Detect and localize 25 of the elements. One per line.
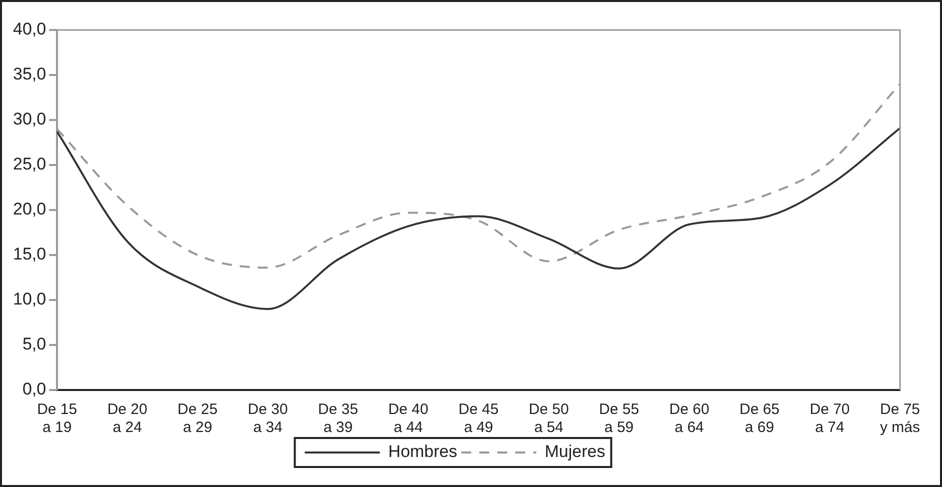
y-tick-label: 5,0 xyxy=(22,334,46,354)
x-tick-label: De 65 a 69 xyxy=(740,401,780,436)
legend-label: Mujeres xyxy=(544,442,606,462)
y-tick-label: 30,0 xyxy=(12,110,46,129)
legend-label: Hombres xyxy=(388,442,458,462)
x-tick-label: De 20 a 24 xyxy=(107,401,148,436)
x-tick-label: De 35 a 39 xyxy=(318,401,358,436)
x-tick-label: De 70 a 74 xyxy=(810,401,850,436)
y-tick-label: 10,0 xyxy=(12,290,46,309)
x-tick-label: De 75 y más xyxy=(880,401,920,436)
y-tick-label: 15,0 xyxy=(12,244,46,264)
line-series xyxy=(56,127,901,310)
y-tick-label: 0,0 xyxy=(22,380,46,399)
x-tick-label: De 15 a 19 xyxy=(37,401,78,436)
y-tick-label: 25,0 xyxy=(12,154,46,174)
x-tick-label: De 50 a 54 xyxy=(528,401,569,436)
x-tick-label: De 25 a 29 xyxy=(178,401,218,436)
x-tick-label: De 45 a 49 xyxy=(458,401,499,436)
y-tick-label: 20,0 xyxy=(12,200,46,219)
y-tick-label: 40,0 xyxy=(12,20,46,39)
y-tick-label: 35,0 xyxy=(12,64,46,84)
x-tick-label: De 30 a 34 xyxy=(248,401,288,436)
x-tick-label: De 60 a 64 xyxy=(669,401,710,436)
x-tick-label: De 40 a 44 xyxy=(388,401,428,436)
x-tick-label: De 55 a 59 xyxy=(599,401,640,436)
